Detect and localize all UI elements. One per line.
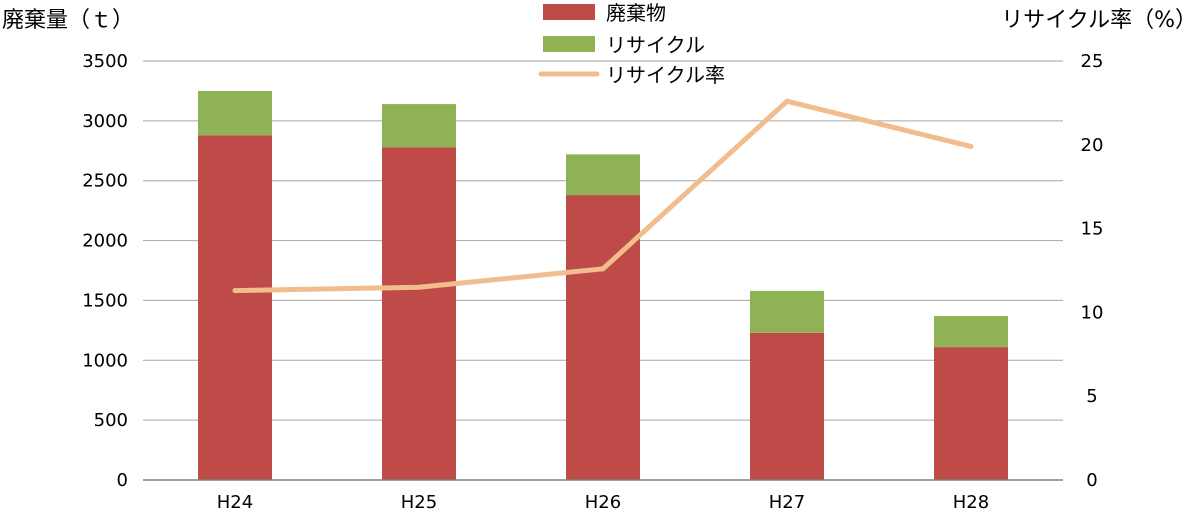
recycle-rate-point-H25: [416, 284, 422, 290]
x-tick-label: H28: [953, 492, 989, 513]
right-tick-label: 10: [1081, 302, 1104, 323]
left-tick-label: 0: [117, 470, 128, 491]
left-tick-label: 2500: [82, 171, 128, 192]
left-axis-ticks: 0 500 1000 1500 2000 2500 3000 3500: [82, 51, 128, 491]
legend-swatch-waste: [543, 4, 595, 20]
x-axis-ticks: H24 H25 H26 H27 H28: [217, 492, 989, 513]
bar-waste-H25: [382, 147, 456, 481]
left-tick-label: 3500: [82, 51, 128, 72]
bar-recycle-H28: [934, 315, 1008, 348]
x-tick-label: H25: [401, 492, 437, 513]
bar-recycle-H24: [198, 90, 272, 136]
legend-label-rate: リサイクル率: [606, 63, 725, 87]
bar-waste-H26: [566, 195, 640, 480]
recycle-rate-point-H28: [968, 143, 974, 149]
right-tick-label: 0: [1086, 470, 1097, 491]
recycle-rate-line-group: [232, 98, 974, 294]
left-tick-label: 3000: [82, 111, 128, 132]
legend: 廃棄物 リサイクル リサイクル率: [538, 1, 725, 87]
left-tick-label: 1000: [82, 350, 128, 371]
legend-label-waste: 廃棄物: [606, 1, 666, 25]
legend-label-recycle: リサイクル: [606, 33, 705, 57]
bar-waste-H27: [750, 332, 824, 480]
bar-recycle-H26: [566, 154, 640, 196]
bar-waste-H28: [934, 347, 1008, 480]
right-tick-label: 20: [1081, 135, 1104, 156]
legend-swatch-recycle: [543, 36, 595, 52]
left-tick-label: 500: [94, 410, 128, 431]
right-tick-label: 5: [1086, 386, 1097, 407]
left-tick-label: 2000: [82, 231, 128, 252]
bar-recycle-H27: [750, 290, 824, 333]
recycle-rate-point-H26: [600, 266, 606, 272]
left-tick-label: 1500: [82, 290, 128, 311]
right-tick-label: 15: [1081, 219, 1104, 240]
left-axis-title: 廃棄量（ｔ）: [2, 8, 134, 33]
bar-recycle-H25: [382, 104, 456, 148]
right-axis-title: リサイクル率（%）: [1001, 8, 1197, 33]
bars: [198, 90, 1008, 481]
x-tick-label: H24: [217, 492, 253, 513]
right-tick-label: 25: [1081, 51, 1104, 72]
recycle-rate-point-H24: [232, 288, 238, 294]
recycle-rate-point-H27: [784, 98, 790, 104]
x-tick-label: H26: [585, 492, 621, 513]
bar-waste-H24: [198, 135, 272, 481]
x-tick-label: H27: [769, 492, 805, 513]
right-axis-ticks: 0 5 10 15 20 25: [1081, 51, 1104, 491]
